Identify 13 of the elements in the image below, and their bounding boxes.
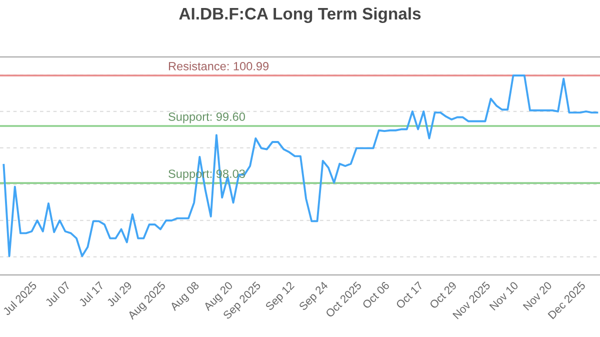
x-tick-label: Oct 06	[362, 281, 390, 310]
x-tick-label: Sep 12	[264, 281, 296, 312]
x-tick-label: Jul 07	[44, 280, 71, 308]
x-tick-label: Oct 17	[395, 281, 424, 310]
x-tick-label: Jul 29	[106, 280, 132, 308]
ref-line-label: Support: 99.60	[168, 112, 245, 124]
ref-line-label: Resistance: 100.99	[168, 62, 269, 70]
x-tick-label: Oct 29	[429, 281, 458, 310]
x-tick-label: Nov 10	[489, 281, 519, 311]
x-tick-label: Aug 08	[169, 281, 202, 313]
x-tick-label: Nov 20	[522, 281, 552, 311]
chart-title: AI.DB.F:CA Long Term Signals	[179, 7, 421, 23]
x-tick-label: Jul 17	[78, 280, 104, 308]
